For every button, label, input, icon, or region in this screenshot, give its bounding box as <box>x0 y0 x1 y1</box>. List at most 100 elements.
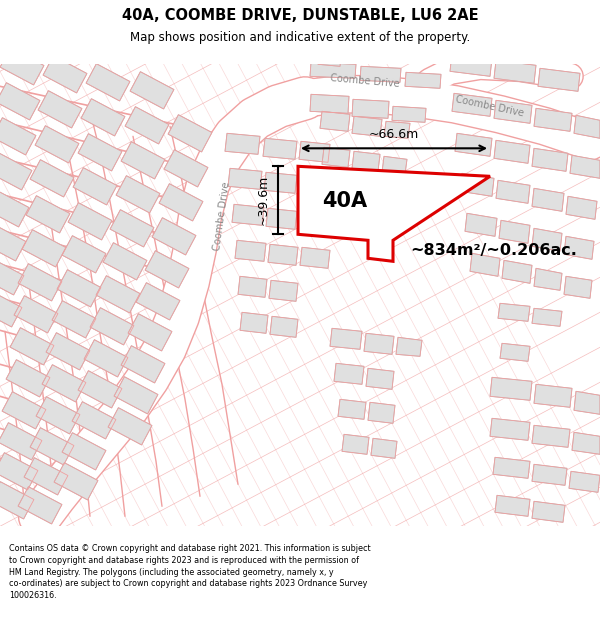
Text: ~834m²/~0.206ac.: ~834m²/~0.206ac. <box>410 243 577 258</box>
Polygon shape <box>270 316 298 338</box>
Polygon shape <box>493 458 530 478</box>
Polygon shape <box>532 425 570 448</box>
Polygon shape <box>368 402 395 423</box>
Polygon shape <box>10 328 54 365</box>
Text: ~39.6m: ~39.6m <box>257 175 270 226</box>
Polygon shape <box>159 184 203 221</box>
Polygon shape <box>532 308 562 326</box>
Polygon shape <box>396 338 422 356</box>
Polygon shape <box>84 339 128 377</box>
Polygon shape <box>490 418 530 440</box>
Text: 40A, COOMBE DRIVE, DUNSTABLE, LU6 2AE: 40A, COOMBE DRIVE, DUNSTABLE, LU6 2AE <box>122 8 478 22</box>
Polygon shape <box>128 314 172 351</box>
Polygon shape <box>494 140 530 163</box>
Polygon shape <box>130 72 174 109</box>
Polygon shape <box>68 202 112 240</box>
Polygon shape <box>342 434 369 454</box>
Polygon shape <box>81 99 125 136</box>
Polygon shape <box>330 328 362 349</box>
Polygon shape <box>352 99 389 118</box>
Polygon shape <box>26 196 70 233</box>
Polygon shape <box>570 155 600 178</box>
Polygon shape <box>332 215 362 236</box>
Polygon shape <box>299 175 332 196</box>
Polygon shape <box>495 495 530 516</box>
Polygon shape <box>300 248 330 268</box>
Polygon shape <box>232 204 264 225</box>
Polygon shape <box>86 64 130 101</box>
Polygon shape <box>0 422 42 460</box>
Polygon shape <box>532 148 568 171</box>
Polygon shape <box>46 332 90 370</box>
Polygon shape <box>502 260 532 283</box>
Polygon shape <box>62 236 106 273</box>
Polygon shape <box>0 224 26 261</box>
Polygon shape <box>90 308 134 345</box>
Polygon shape <box>532 464 567 485</box>
Polygon shape <box>30 159 74 197</box>
Polygon shape <box>455 133 492 156</box>
Polygon shape <box>465 213 497 236</box>
Polygon shape <box>108 408 152 445</box>
Polygon shape <box>136 282 180 320</box>
Polygon shape <box>382 156 407 174</box>
Polygon shape <box>14 296 58 333</box>
Text: Map shows position and indicative extent of the property.: Map shows position and indicative extent… <box>130 31 470 44</box>
Text: Coombe Drive: Coombe Drive <box>212 181 232 251</box>
Polygon shape <box>62 432 106 470</box>
Polygon shape <box>114 377 158 414</box>
Polygon shape <box>121 346 165 383</box>
Polygon shape <box>450 53 492 76</box>
Polygon shape <box>392 106 426 123</box>
Text: Coombe Drive: Coombe Drive <box>455 94 525 118</box>
Polygon shape <box>30 428 74 465</box>
Text: ~66.6m: ~66.6m <box>369 128 419 141</box>
Polygon shape <box>352 151 380 171</box>
Polygon shape <box>572 432 600 454</box>
Polygon shape <box>269 280 298 301</box>
Polygon shape <box>470 253 500 276</box>
Polygon shape <box>168 114 212 152</box>
Text: Contains OS data © Crown copyright and database right 2021. This information is : Contains OS data © Crown copyright and d… <box>9 544 371 600</box>
Polygon shape <box>103 242 147 280</box>
Polygon shape <box>0 482 34 519</box>
Polygon shape <box>0 289 22 327</box>
Polygon shape <box>263 138 297 159</box>
Polygon shape <box>534 268 562 290</box>
Polygon shape <box>574 391 600 414</box>
Polygon shape <box>96 276 140 313</box>
Polygon shape <box>35 126 79 163</box>
Polygon shape <box>371 438 397 458</box>
Polygon shape <box>298 166 490 261</box>
Polygon shape <box>78 371 122 408</box>
Polygon shape <box>366 368 394 389</box>
Polygon shape <box>228 168 262 189</box>
Polygon shape <box>36 397 80 434</box>
Polygon shape <box>538 68 580 91</box>
Polygon shape <box>0 118 36 155</box>
Polygon shape <box>310 94 349 113</box>
Polygon shape <box>0 189 29 227</box>
Polygon shape <box>564 276 592 298</box>
Polygon shape <box>566 196 597 219</box>
Polygon shape <box>240 312 268 333</box>
Polygon shape <box>116 176 160 213</box>
Polygon shape <box>310 62 356 78</box>
Polygon shape <box>318 54 341 66</box>
Polygon shape <box>320 111 350 131</box>
Polygon shape <box>18 487 62 524</box>
Polygon shape <box>334 363 364 384</box>
Polygon shape <box>264 173 297 193</box>
Polygon shape <box>534 108 572 131</box>
Polygon shape <box>268 244 298 265</box>
Polygon shape <box>266 208 297 229</box>
Polygon shape <box>110 209 154 247</box>
Polygon shape <box>73 168 117 205</box>
Polygon shape <box>78 134 122 171</box>
Polygon shape <box>384 121 410 138</box>
Polygon shape <box>496 180 530 203</box>
Polygon shape <box>500 343 530 361</box>
Polygon shape <box>164 149 208 187</box>
Polygon shape <box>22 229 66 267</box>
Polygon shape <box>494 60 536 83</box>
